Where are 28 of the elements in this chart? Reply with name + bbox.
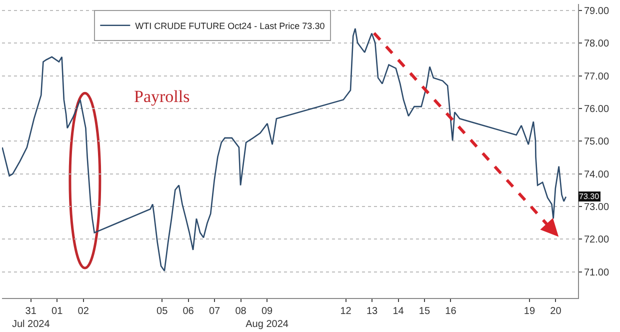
- x-tick-label: 09 Aug 2024: [246, 306, 289, 330]
- x-tick-label: 31 Jul 2024: [12, 306, 50, 330]
- annotation: 73.30: [579, 192, 600, 201]
- x-tick-label: 12: [340, 306, 352, 317]
- y-tick-label: 79.00: [584, 6, 610, 18]
- x-tick-label: 02: [78, 306, 90, 317]
- y-tick-label: 78.00: [584, 38, 610, 50]
- y-tick-label: 74.00: [584, 169, 610, 180]
- x-tick-label: 15: [418, 306, 430, 317]
- y-tick-label: 72.00: [584, 234, 610, 246]
- x-tick-label: 05: [156, 306, 168, 317]
- x-tick-label: 01: [52, 306, 64, 317]
- x-tick-label: 13: [366, 306, 378, 317]
- y-tick-label: 77.00: [584, 71, 610, 82]
- line-series: [2, 28, 567, 272]
- x-tick-label: 19: [524, 306, 536, 317]
- x-tick-label: 16: [445, 306, 457, 317]
- x-tick-label: 20: [550, 306, 562, 317]
- y-tick-label: 73.00: [584, 202, 610, 214]
- legend-label: WTI CRUDE FUTURE Oct24 - Last Price 73.30: [135, 20, 325, 31]
- annotation: Payrolls: [134, 87, 190, 106]
- y-tick-label: 71.00: [584, 267, 610, 278]
- x-tick-label: 08: [235, 306, 247, 317]
- x-tick-label: 07: [208, 306, 221, 317]
- y-tick-label: 75.00: [584, 136, 610, 148]
- x-tick-label: 06: [182, 306, 194, 317]
- x-tick-label: 14: [392, 306, 404, 317]
- y-tick-label: 76.00: [584, 104, 610, 116]
